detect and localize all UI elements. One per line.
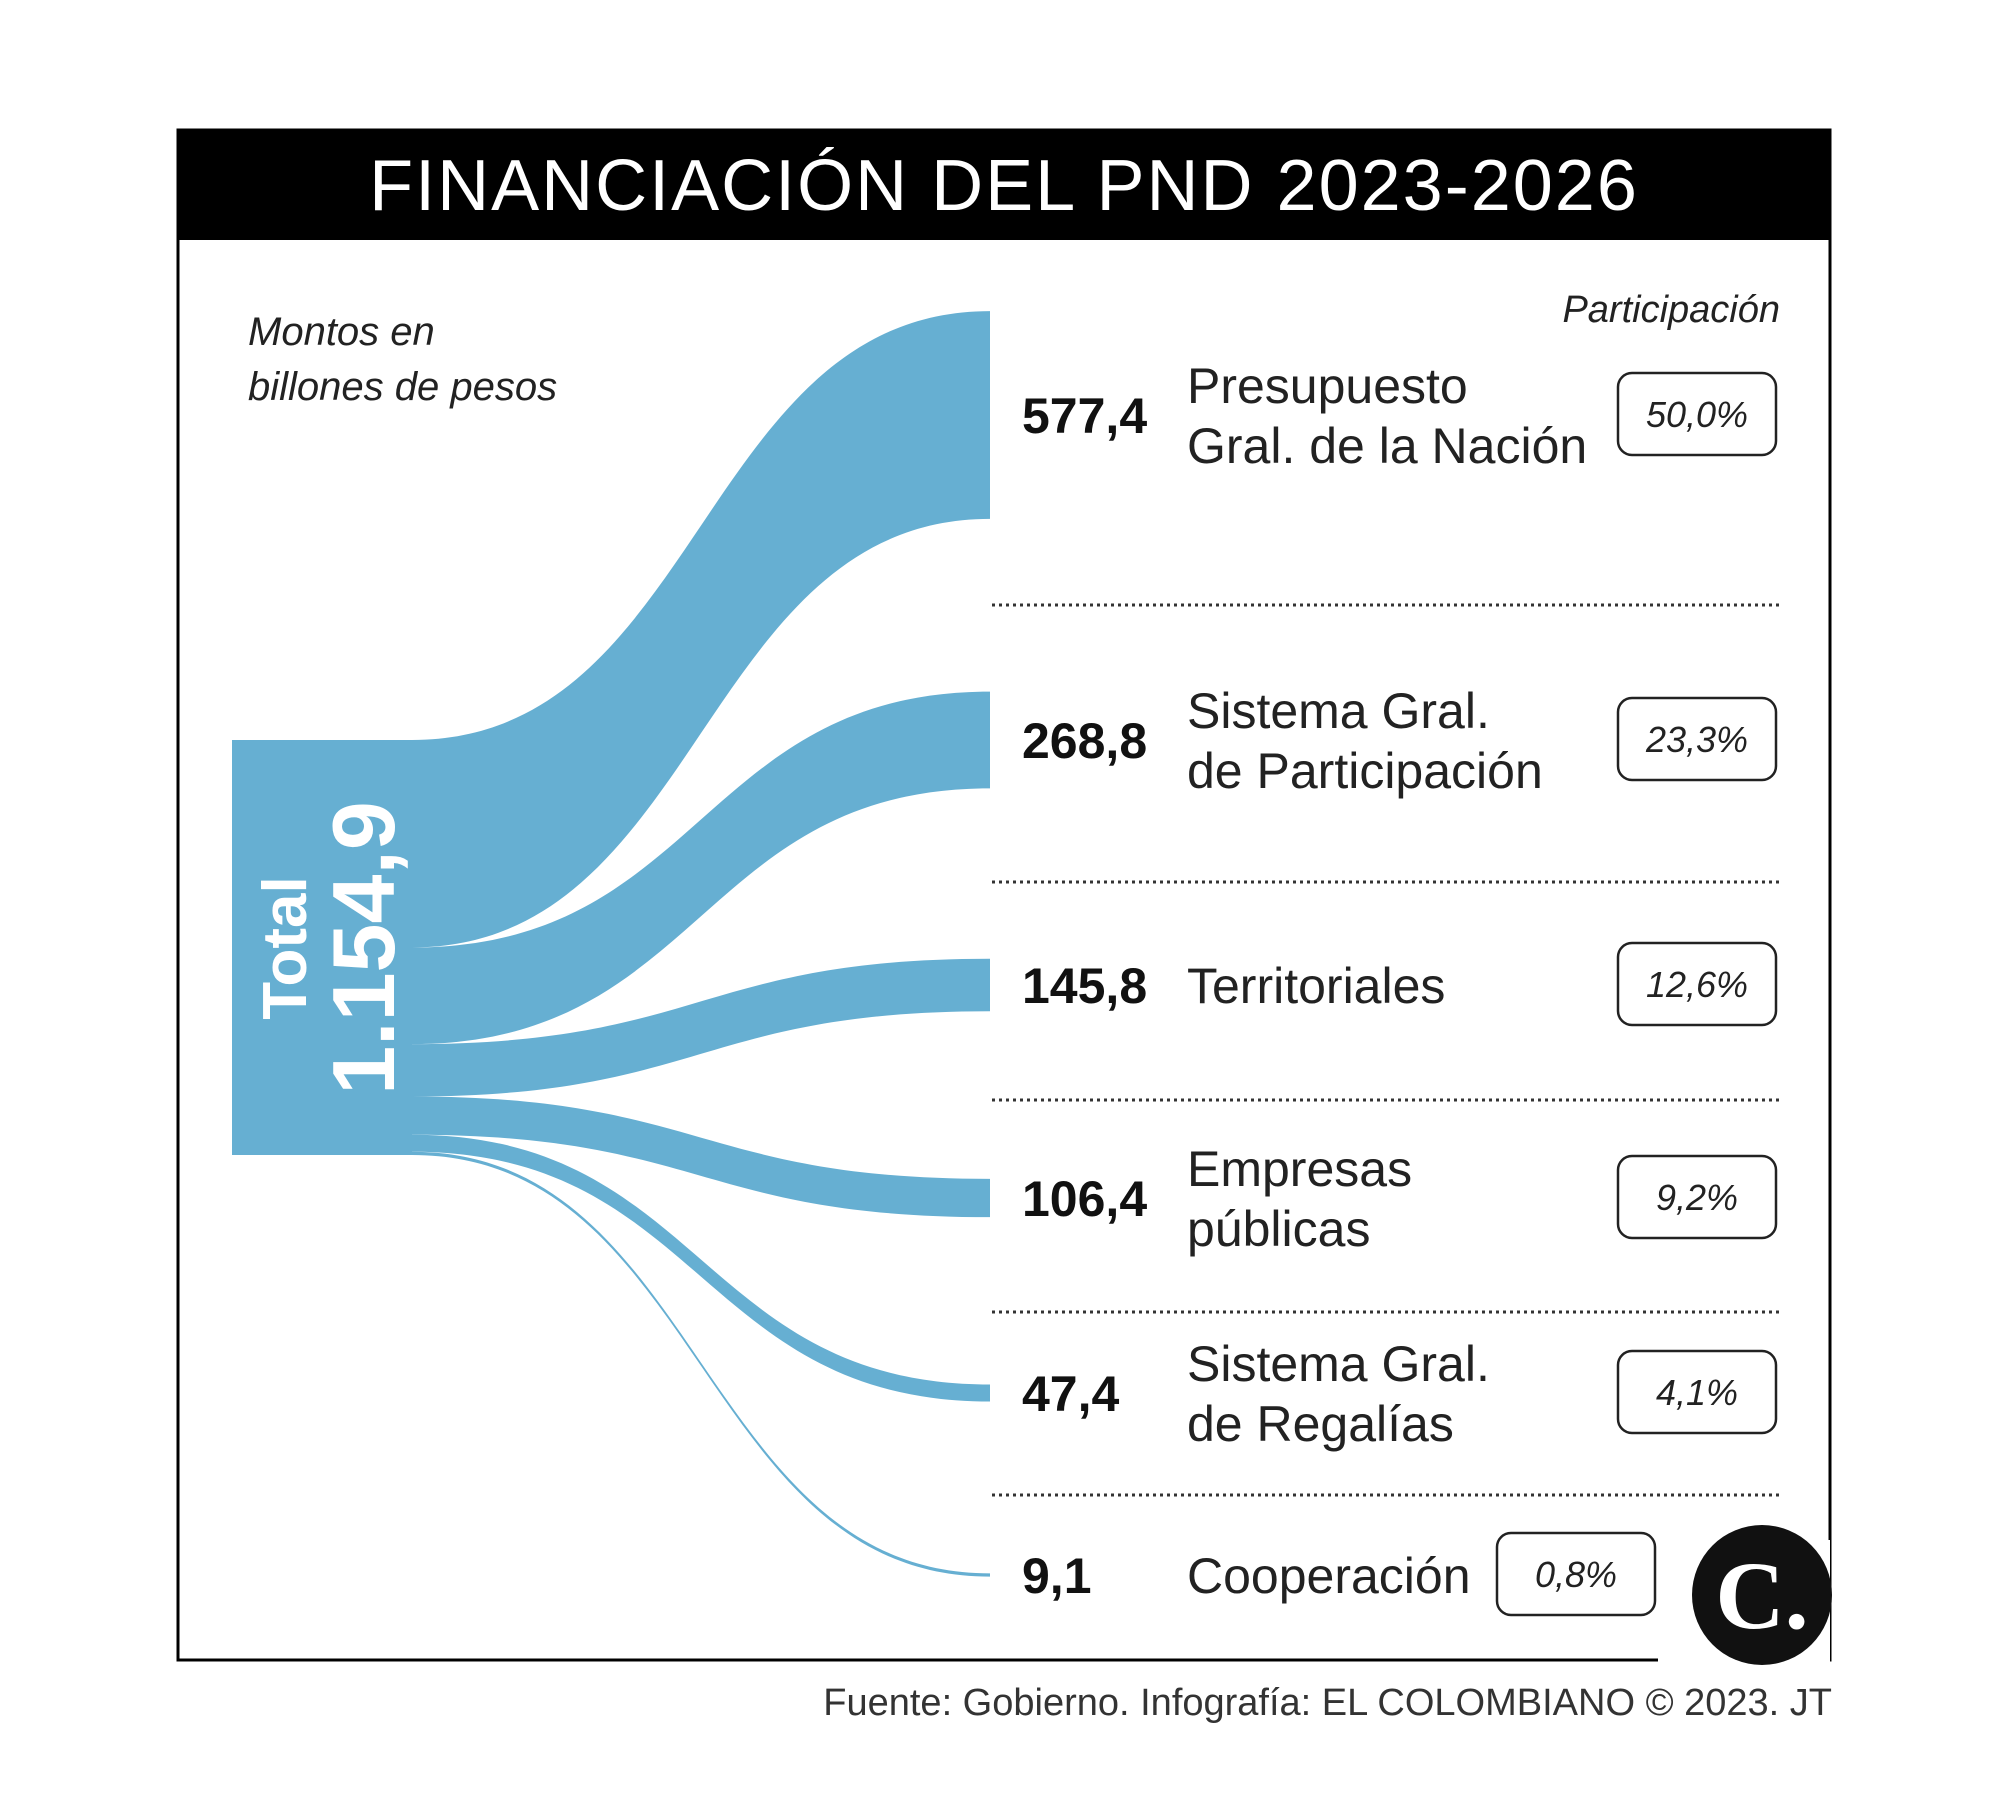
logo-glyph: C. — [1715, 1542, 1808, 1649]
logo-circle — [1692, 1525, 1832, 1665]
node-category-label: Sistema Gral. — [1187, 683, 1490, 739]
flow-band-4 — [412, 1096, 990, 1218]
node-category-label: públicas — [1187, 1201, 1370, 1257]
flow-band-2 — [412, 691, 990, 1045]
share-percentage: 9,2% — [1656, 1177, 1738, 1218]
flow-band-1 — [412, 311, 990, 948]
node-category-label: de Regalías — [1187, 1396, 1454, 1452]
share-badge — [1495, 1531, 1657, 1617]
unit-note-line-1: Montos en — [248, 310, 435, 354]
share-badge — [1616, 941, 1778, 1027]
node-category-label: Sistema Gral. — [1187, 1336, 1490, 1392]
title-band — [178, 130, 1830, 240]
node-category-label: de Participación — [1187, 743, 1543, 799]
share-badge — [1616, 696, 1778, 782]
share-percentage: 0,8% — [1535, 1554, 1617, 1595]
unit-note-line-2: billones de pesos — [248, 365, 557, 409]
el-colombiano-logo-icon: C. — [1658, 1525, 1832, 1665]
share-percentage: 4,1% — [1656, 1372, 1738, 1413]
flow-band-5 — [412, 1134, 990, 1402]
source-credit: Fuente: Gobierno. Infografía: EL COLOMBI… — [823, 1682, 1832, 1724]
node-value-label: 268,8 — [1022, 713, 1147, 769]
share-percentage: 23,3% — [1645, 719, 1748, 760]
category-row-2: 268,8 Sistema Gral.de Participación 23,3% — [1022, 683, 1778, 799]
participation-heading: Participación — [1562, 289, 1780, 331]
chart-title: FINANCIACIÓN DEL PND 2023-2026 — [369, 146, 1639, 226]
flow-band-6 — [412, 1151, 990, 1577]
category-row-3: 145,8 Territoriales 12,6% — [1022, 941, 1778, 1027]
share-percentage: 12,6% — [1646, 964, 1748, 1005]
node-value-label: 145,8 — [1022, 958, 1147, 1014]
category-row-6: 9,1 Cooperación 0,8% — [1022, 1531, 1657, 1617]
sankey-flows — [412, 311, 990, 1577]
total-group: Total 1.154,9 — [251, 801, 413, 1095]
node-value-label: 577,4 — [1022, 388, 1147, 444]
total-label: Total — [251, 876, 320, 1020]
share-badge — [1616, 371, 1778, 457]
share-percentage: 50,0% — [1646, 394, 1748, 435]
node-value-label: 9,1 — [1022, 1548, 1092, 1604]
category-row-5: 47,4 Sistema Gral.de Regalías 4,1% — [1022, 1336, 1778, 1452]
flow-band-3 — [412, 958, 990, 1097]
share-badge — [1616, 1349, 1778, 1435]
share-badge — [1616, 1154, 1778, 1240]
node-category-label: Territoriales — [1187, 958, 1445, 1014]
total-source-node — [232, 740, 412, 1155]
node-value-label: 47,4 — [1022, 1366, 1120, 1422]
node-category-label: Gral. de la Nación — [1187, 418, 1587, 474]
node-category-label: Presupuesto — [1187, 358, 1468, 414]
total-value: 1.154,9 — [314, 801, 413, 1095]
node-category-label: Empresas — [1187, 1141, 1412, 1197]
node-value-label: 106,4 — [1022, 1171, 1147, 1227]
node-category-label: Cooperación — [1187, 1548, 1471, 1604]
